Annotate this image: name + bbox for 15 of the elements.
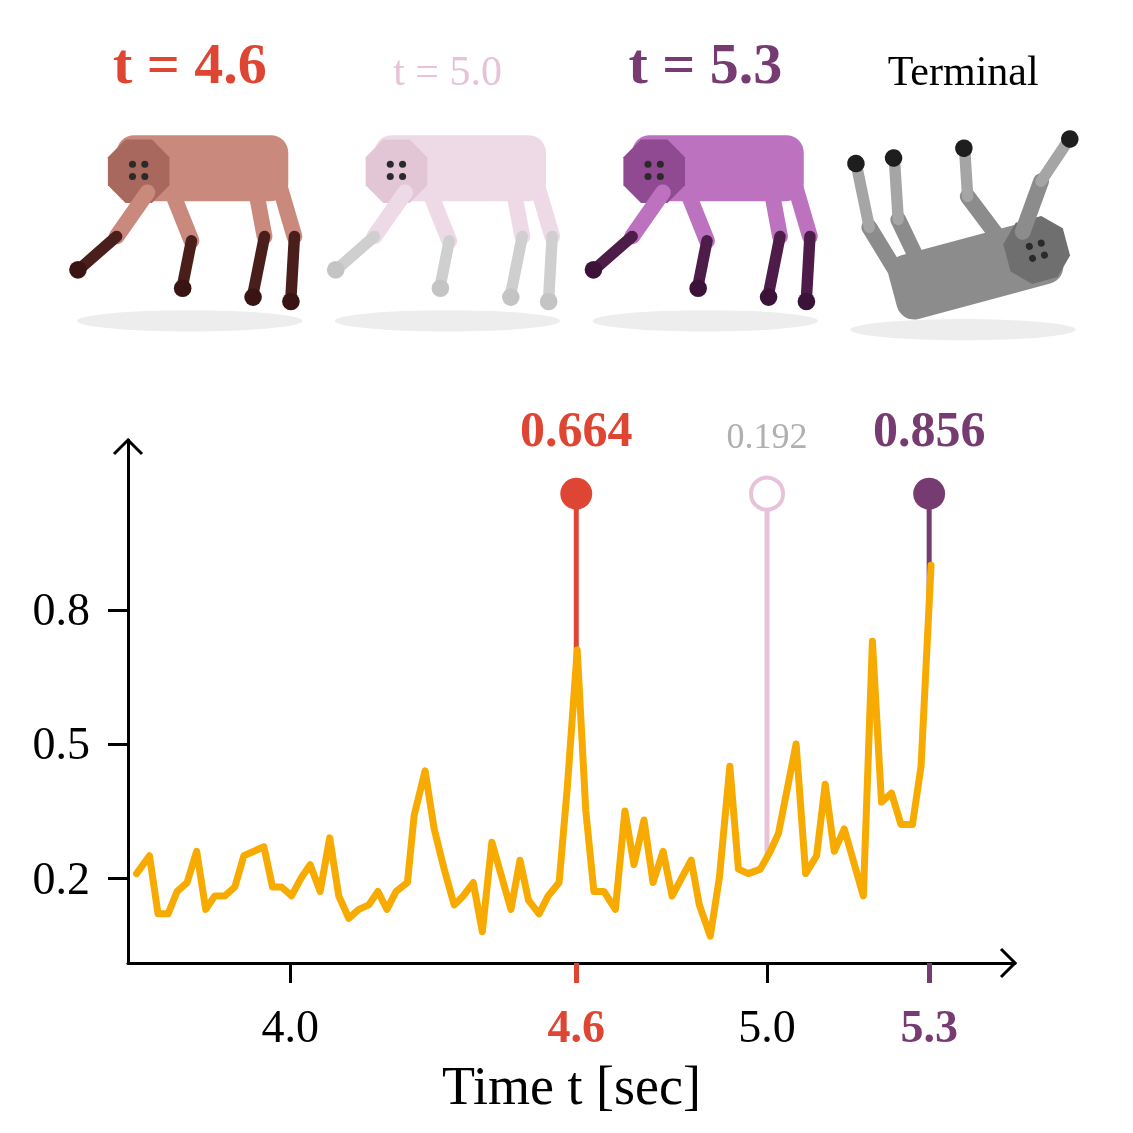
x-tick-label: 4.0 [261, 1000, 319, 1052]
x-tick-label: 5.0 [738, 1000, 796, 1052]
x-axis-title: Time t [sec] [442, 1056, 701, 1116]
annotation: 0.664 [520, 400, 633, 457]
text: t = 5.3 [628, 30, 783, 96]
annotation: 0.856 [872, 400, 986, 457]
text: Terminal [887, 48, 1039, 94]
y-tick-label: 0.8 [32, 584, 90, 636]
annotation: 0.192 [726, 415, 808, 456]
y-tick-label: 0.5 [32, 718, 90, 770]
x-tick-label: 5.3 [900, 1000, 958, 1052]
x-tick-label: 4.6 [547, 1000, 606, 1052]
text: t = 4.6 [112, 30, 267, 96]
y-tick-label: 0.2 [32, 852, 90, 904]
text: t = 5.0 [393, 48, 503, 94]
